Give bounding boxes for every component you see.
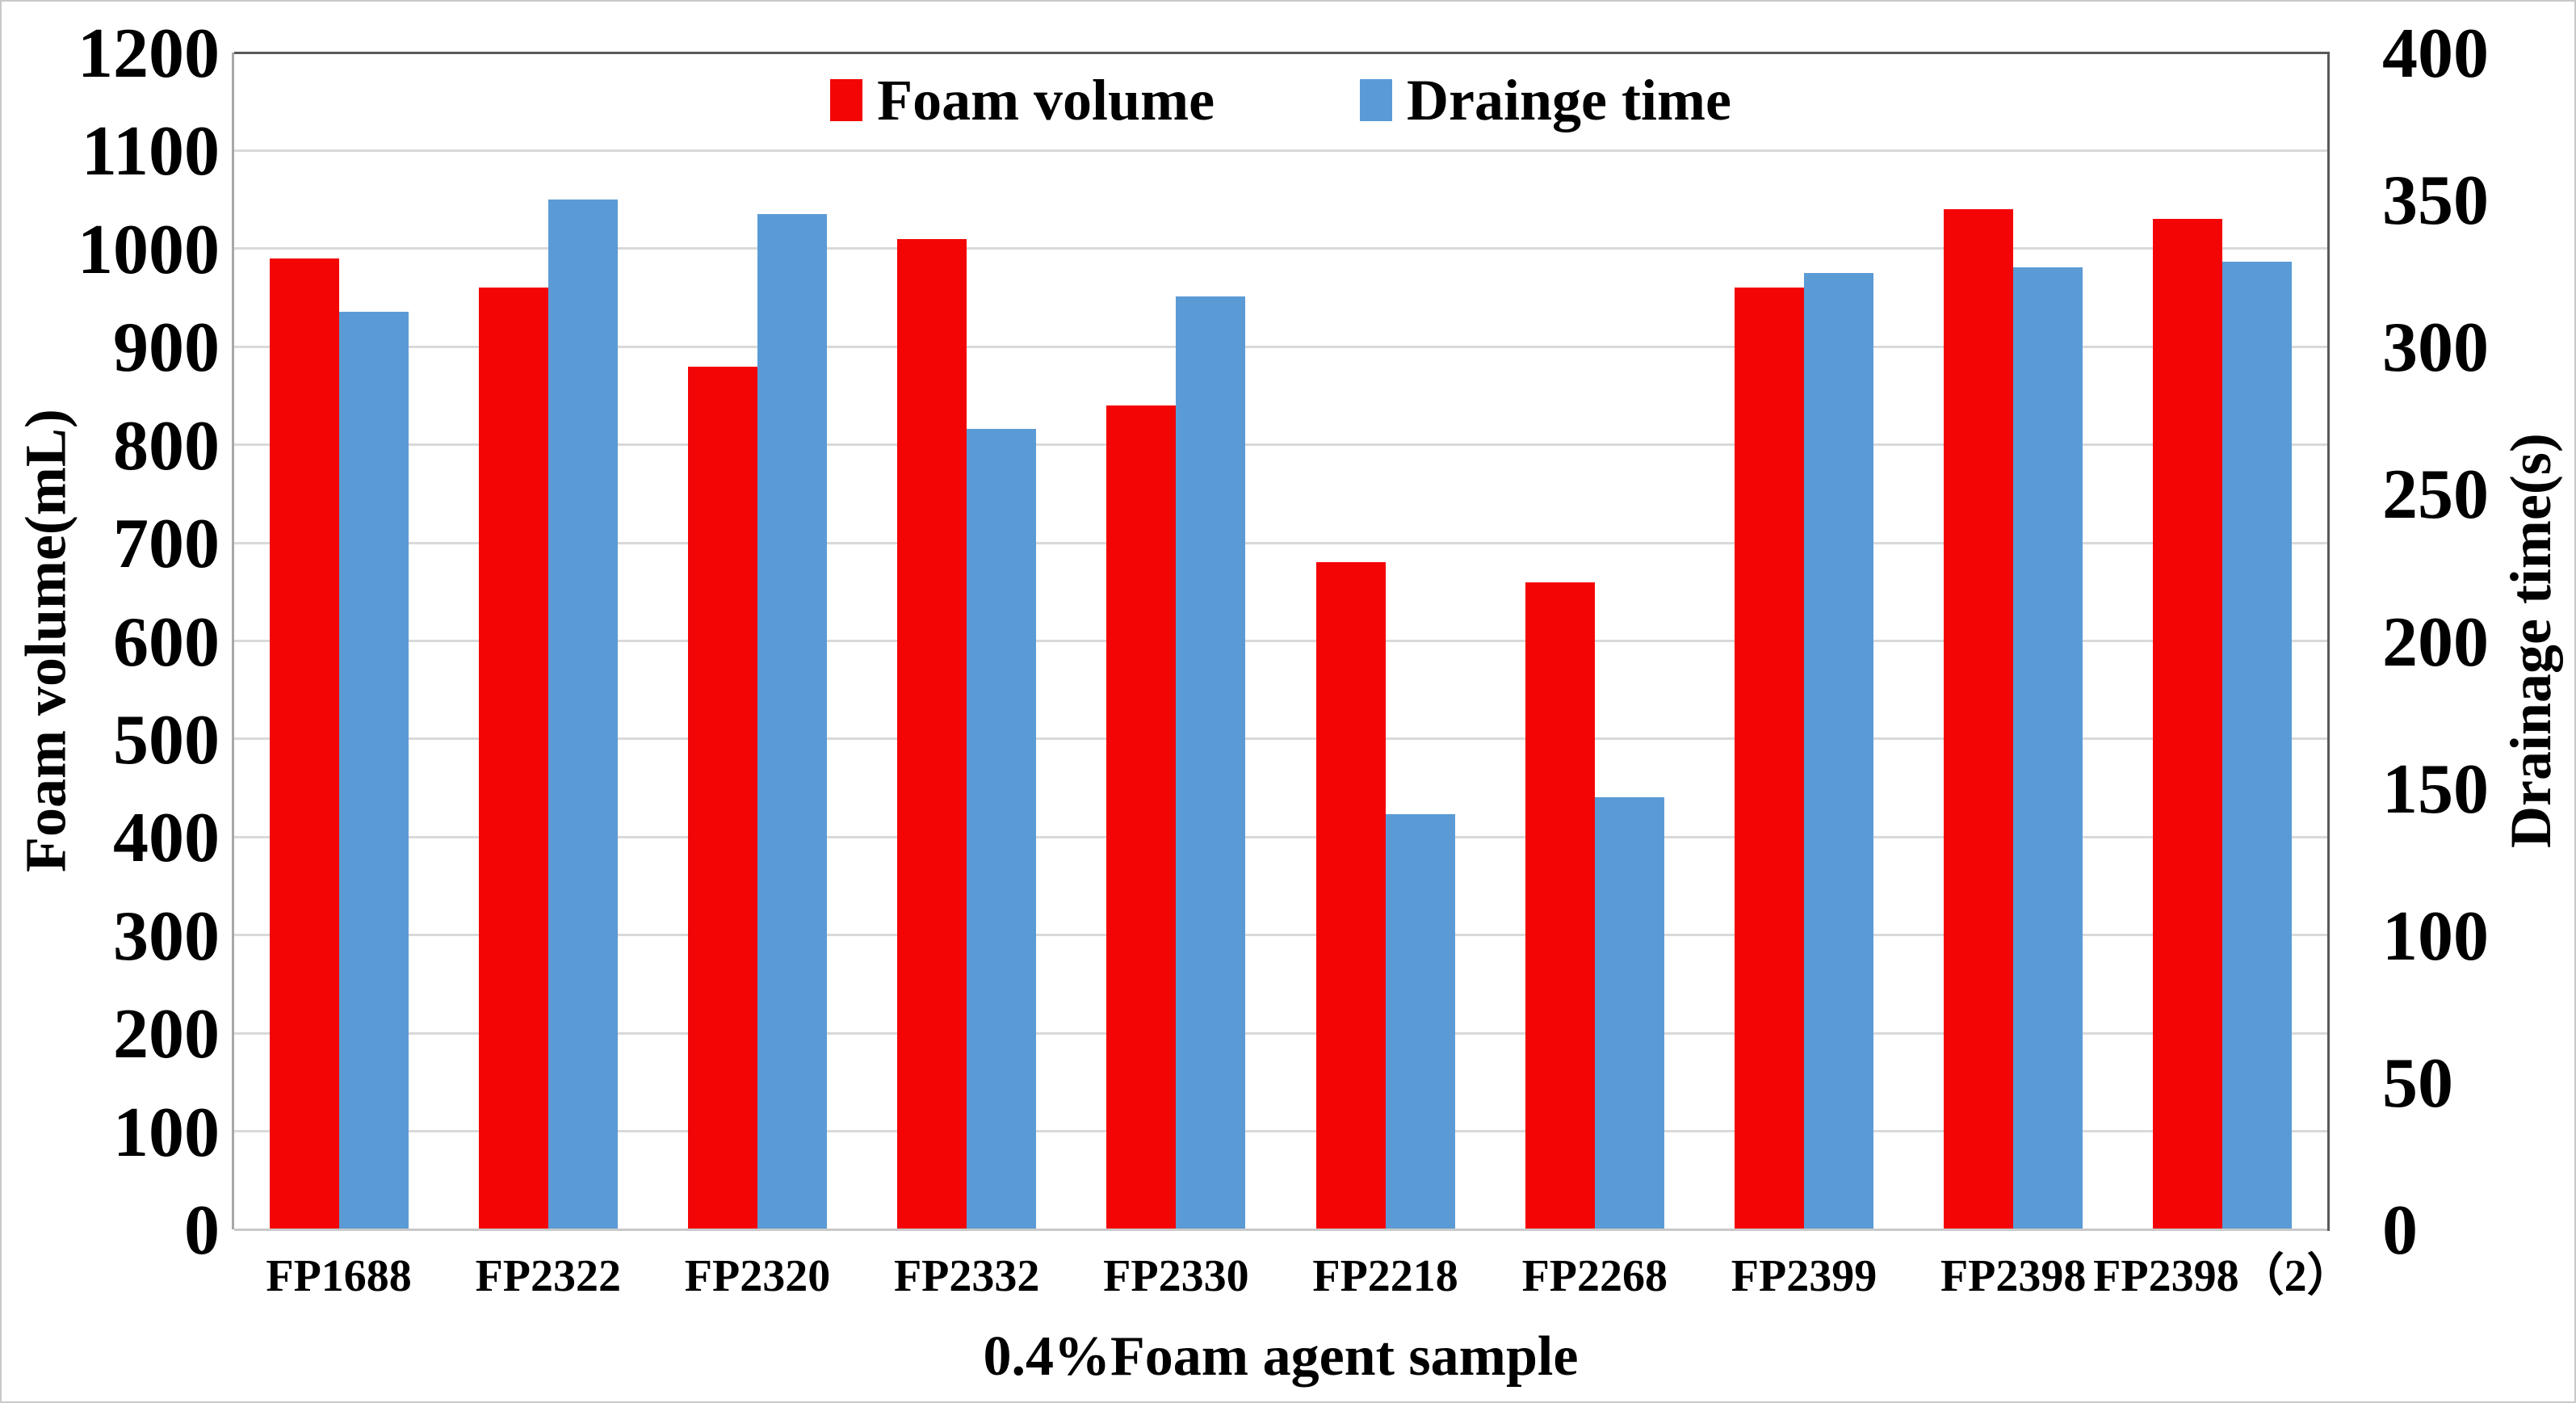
bar-foam-volume [688,366,757,1229]
left-tick-label: 300 [113,897,220,976]
bar-foam-volume [1106,405,1177,1229]
foam-volume-swatch-icon [830,79,863,121]
left-tick-label: 200 [113,995,220,1074]
bar-drainage-time [338,311,409,1229]
left-tick-label: 800 [113,406,220,485]
bar-foam-volume [1525,582,1595,1229]
gridline [234,1031,2327,1035]
x-tick-label: FP2332 [893,1251,1040,1301]
bar-drainage-time [1804,273,1873,1229]
left-axis-line [232,53,234,1229]
gridline [234,934,2327,937]
bar-drainage-time [1176,296,1246,1229]
x-tick-label: FP2330 [1103,1251,1249,1301]
left-tick-label: 1100 [81,112,220,191]
bar-drainage-time [2013,267,2083,1229]
drainage-time-swatch-icon [1360,79,1393,121]
x-tick-label: FP2320 [684,1251,831,1301]
x-tick-label: FP2398 [1940,1251,2087,1301]
bar-drainage-time [1385,814,1455,1229]
bar-drainage-time [548,200,618,1229]
bar-drainage-time [967,429,1037,1229]
right-tick-label: 200 [2382,603,2489,682]
left-tick-label: 1000 [78,210,220,289]
right-tick-label: 100 [2382,897,2489,976]
legend-item-foam-volume: Foam volume [830,71,1215,129]
x-tick-label: FP2398（2） [2093,1251,2352,1301]
gridline [234,640,2327,642]
bar-foam-volume [269,258,339,1229]
right-axis-title: Drainage time(s) [2498,433,2563,849]
gridline [234,835,2327,838]
bar-foam-volume [1735,288,1804,1229]
bar-foam-volume [2153,219,2223,1229]
gridline [234,345,2327,348]
left-tick-label: 600 [113,603,220,682]
x-tick-label: FP1688 [266,1251,412,1301]
right-tick-label: 250 [2382,456,2489,535]
x-axis-title: 0.4%Foam agent sample [983,1325,1579,1388]
x-tick-label: FP2399 [1731,1251,1877,1301]
gridline [234,149,2327,152]
legend: Foam volume Drainge time [234,66,2327,134]
plot-frame-top [234,51,2330,54]
left-tick-label: 900 [113,309,220,388]
legend-label-drainage-time: Drainge time [1407,68,1731,132]
right-tick-label: 0 [2382,1191,2418,1270]
right-tick-label: 300 [2382,309,2489,388]
right-tick-label: 50 [2382,1044,2453,1123]
bottom-axis-line [234,1229,2327,1231]
x-tick-label: FP2322 [475,1251,621,1301]
right-tick-label: 350 [2382,162,2489,241]
left-tick-label: 500 [113,700,220,779]
right-tick-label: 150 [2382,750,2489,829]
right-tick-label: 400 [2382,15,2489,93]
bar-foam-volume [1944,209,2014,1229]
bar-foam-volume [1315,562,1386,1229]
bar-drainage-time [757,214,827,1229]
plot-frame-right [2327,51,2330,1231]
left-tick-label: 100 [113,1093,220,1172]
gridline [234,247,2327,250]
bar-drainage-time [1594,796,1664,1229]
left-tick-label: 0 [184,1191,220,1270]
left-tick-label: 1200 [78,15,220,93]
bar-foam-volume [897,238,967,1229]
bar-drainage-time [2222,261,2293,1229]
gridline [234,443,2327,447]
left-tick-label: 400 [113,799,220,878]
gridline [234,541,2327,544]
gridline [234,737,2327,741]
x-tick-label: FP2268 [1521,1251,1668,1301]
legend-label-foam-volume: Foam volume [877,68,1215,132]
bar-foam-volume [478,288,548,1229]
legend-item-drainage-time: Drainge time [1360,71,1731,129]
x-tick-label: FP2218 [1312,1251,1458,1301]
left-axis-title: Foam volume(mL) [13,409,78,873]
left-tick-label: 700 [113,505,220,584]
gridline [234,1130,2327,1133]
